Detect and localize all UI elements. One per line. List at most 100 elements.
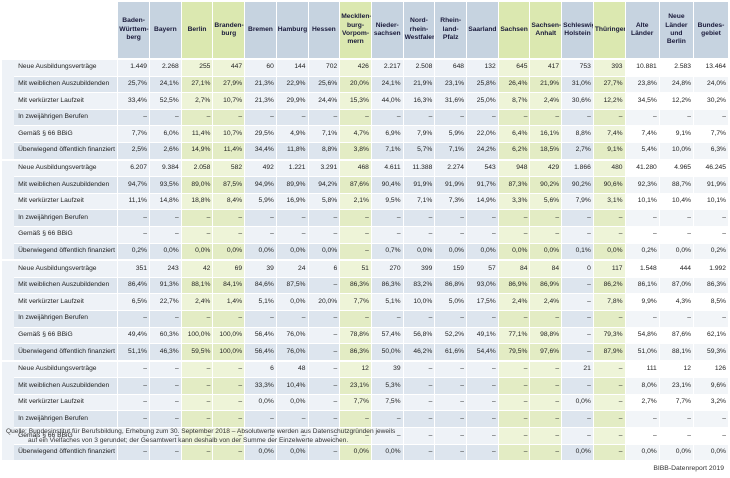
value-cell: – bbox=[497, 377, 530, 395]
value-cell: – bbox=[148, 444, 182, 462]
value-cell: 0,0% bbox=[434, 243, 467, 261]
table-row: Gemäß § 66 BBiG – – – – – – – – – – – – – – – – – – – bbox=[2, 427, 728, 445]
value-cell: 0,0% bbox=[148, 243, 182, 261]
value-cell: – bbox=[370, 109, 404, 127]
row-label: Gemäß § 66 BBiG bbox=[14, 327, 118, 345]
value-cell: 23,1% bbox=[658, 377, 694, 395]
table-row: Überwiegend öffentlich finanziert 2,5% 2,6… bbox=[2, 142, 728, 161]
value-cell: 94,2% bbox=[307, 176, 340, 194]
value-cell: 2.217 bbox=[370, 57, 404, 77]
value-cell: – bbox=[434, 359, 467, 379]
row-label: Mit weiblichen Auszubildenden bbox=[14, 377, 118, 395]
value-cell: 94,7% bbox=[117, 176, 150, 194]
value-cell: – bbox=[466, 377, 499, 395]
value-cell: 24,4% bbox=[307, 92, 340, 110]
value-cell: 0,0% bbox=[307, 243, 340, 261]
value-cell: – bbox=[339, 243, 372, 261]
value-cell: 7,7% bbox=[693, 125, 728, 143]
value-cell: – bbox=[307, 226, 340, 244]
value-cell: – bbox=[370, 226, 404, 244]
value-cell: – bbox=[658, 427, 694, 445]
row-label: Gemäß § 66 BBiG bbox=[14, 226, 118, 244]
value-cell: 2.268 bbox=[148, 57, 182, 77]
column-header: Neue Länder und Berlin bbox=[658, 2, 694, 60]
value-cell: – bbox=[497, 310, 530, 328]
column-header: Rhein-land-Pfalz bbox=[434, 2, 467, 60]
column-header: Sachsen-Anhalt bbox=[529, 2, 562, 60]
value-cell: 18,8% bbox=[180, 193, 213, 211]
column-header: Baden-Württem-berg bbox=[117, 2, 150, 60]
value-cell: 87,9% bbox=[592, 343, 626, 362]
value-cell: – bbox=[592, 209, 626, 227]
value-cell: 2,4% bbox=[180, 293, 213, 311]
value-cell: – bbox=[434, 226, 467, 244]
value-cell: – bbox=[148, 377, 182, 395]
value-cell: – bbox=[592, 226, 626, 244]
value-cell: 24,1% bbox=[148, 76, 182, 94]
table-row: Mit weiblichen Auszubildenden 86,4% 91,3% 8… bbox=[2, 277, 728, 295]
value-cell: 87,6% bbox=[658, 327, 694, 345]
value-cell: – bbox=[180, 359, 213, 379]
value-cell: – bbox=[693, 310, 728, 328]
value-cell: 93,0% bbox=[466, 277, 499, 295]
value-cell: 83,2% bbox=[402, 277, 435, 295]
value-cell: – bbox=[529, 410, 562, 429]
value-cell: 25,0% bbox=[466, 92, 499, 110]
value-cell: – bbox=[339, 410, 372, 429]
value-cell: 86,3% bbox=[339, 343, 372, 362]
column-header: Berlin bbox=[180, 2, 213, 60]
value-cell: – bbox=[212, 444, 245, 462]
value-cell: 702 bbox=[307, 57, 340, 77]
value-cell: 94,9% bbox=[244, 176, 277, 194]
value-cell: – bbox=[592, 427, 626, 445]
value-cell: – bbox=[244, 410, 277, 429]
row-label: In zweijährigen Berufen bbox=[14, 209, 118, 227]
column-header: Meckllen-burg-Vorpom-mern bbox=[339, 2, 372, 60]
value-cell: – bbox=[402, 394, 435, 412]
row-label: Mit weiblichen Auszubildenden bbox=[14, 176, 118, 194]
value-cell: 87,3% bbox=[497, 176, 530, 194]
value-cell: – bbox=[658, 209, 694, 227]
table-row: Freie BerufeNeue Ausbildungsverträge6.20… bbox=[2, 158, 728, 262]
value-cell: 84,1% bbox=[212, 277, 245, 295]
value-cell: – bbox=[148, 209, 182, 227]
value-cell: 3,8% bbox=[339, 142, 372, 161]
value-cell: 2,1% bbox=[339, 193, 372, 211]
value-cell: 7,9% bbox=[561, 193, 594, 211]
value-cell: – bbox=[624, 410, 660, 429]
value-cell: 62,1% bbox=[693, 327, 728, 345]
value-cell: – bbox=[497, 444, 530, 462]
value-cell: – bbox=[117, 310, 150, 328]
value-cell: 9,1% bbox=[592, 142, 626, 161]
value-cell: 54,4% bbox=[466, 343, 499, 362]
value-cell: – bbox=[434, 427, 467, 445]
value-cell: 92,3% bbox=[624, 176, 660, 194]
value-cell: 1,4% bbox=[212, 293, 245, 311]
value-cell: 31,0% bbox=[561, 76, 594, 94]
value-cell: 6 bbox=[307, 259, 340, 278]
value-cell: 0,0% bbox=[370, 444, 404, 462]
value-cell: – bbox=[561, 377, 594, 395]
value-cell: 480 bbox=[592, 158, 626, 178]
value-cell: 0,2% bbox=[693, 243, 728, 261]
value-cell: – bbox=[275, 226, 308, 244]
value-cell: 0,1% bbox=[561, 243, 594, 261]
value-cell: – bbox=[117, 109, 150, 127]
value-cell: – bbox=[180, 410, 213, 429]
value-cell: – bbox=[529, 394, 562, 412]
value-cell: 21,3% bbox=[244, 92, 277, 110]
value-cell: – bbox=[212, 377, 245, 395]
value-cell: – bbox=[592, 359, 626, 379]
value-cell: – bbox=[658, 410, 694, 429]
value-cell: – bbox=[466, 427, 499, 445]
value-cell: 399 bbox=[402, 259, 435, 278]
value-cell: 98,8% bbox=[529, 327, 562, 345]
value-cell: 30,2% bbox=[693, 92, 728, 110]
value-cell: 2,7% bbox=[561, 142, 594, 161]
value-cell: – bbox=[402, 377, 435, 395]
value-cell: – bbox=[117, 359, 150, 379]
value-cell: 8,8% bbox=[307, 142, 340, 161]
value-cell: – bbox=[148, 427, 182, 445]
table-row: Mit verkürzter Laufzeit 33,4% 52,5% 2,7% 10,… bbox=[2, 92, 728, 110]
value-cell: – bbox=[180, 444, 213, 462]
